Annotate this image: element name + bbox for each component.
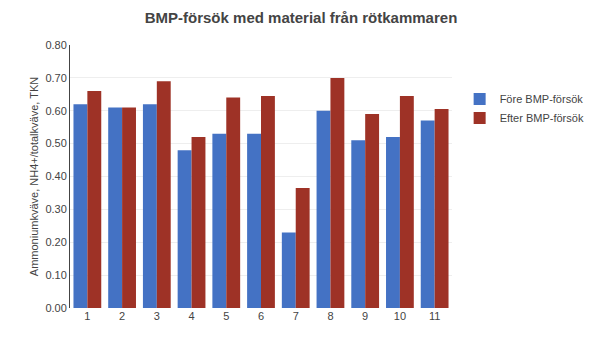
svg-text:4: 4: [188, 310, 194, 322]
svg-text:3: 3: [154, 310, 160, 322]
svg-text:10: 10: [394, 310, 406, 322]
svg-text:7: 7: [293, 310, 299, 322]
svg-text:0.20: 0.20: [45, 236, 66, 248]
svg-text:8: 8: [327, 310, 333, 322]
svg-text:1: 1: [84, 310, 90, 322]
svg-text:0.50: 0.50: [45, 137, 66, 149]
svg-text:9: 9: [362, 310, 368, 322]
svg-text:11: 11: [429, 310, 440, 322]
svg-text:0.00: 0.00: [45, 302, 66, 314]
svg-text:Efter BMP-försök: Efter BMP-försök: [500, 112, 584, 124]
svg-text:0.80: 0.80: [45, 39, 66, 51]
svg-text:0.30: 0.30: [45, 203, 66, 215]
svg-text:2: 2: [119, 310, 125, 322]
svg-text:0.40: 0.40: [45, 170, 66, 182]
svg-text:6: 6: [258, 310, 264, 322]
svg-text:0.70: 0.70: [45, 72, 66, 84]
svg-text:0.60: 0.60: [45, 105, 66, 117]
svg-text:Ammoniumkväve, NH4+/totalkväve: Ammoniumkväve, NH4+/totalkväve, TKN: [28, 77, 40, 276]
svg-text:BMP-försök med material från r: BMP-försök med material från rötkammaren: [145, 9, 458, 26]
svg-text:Före BMP-försök: Före BMP-försök: [500, 93, 584, 105]
svg-text:5: 5: [223, 310, 229, 322]
svg-text:0.10: 0.10: [45, 269, 66, 281]
